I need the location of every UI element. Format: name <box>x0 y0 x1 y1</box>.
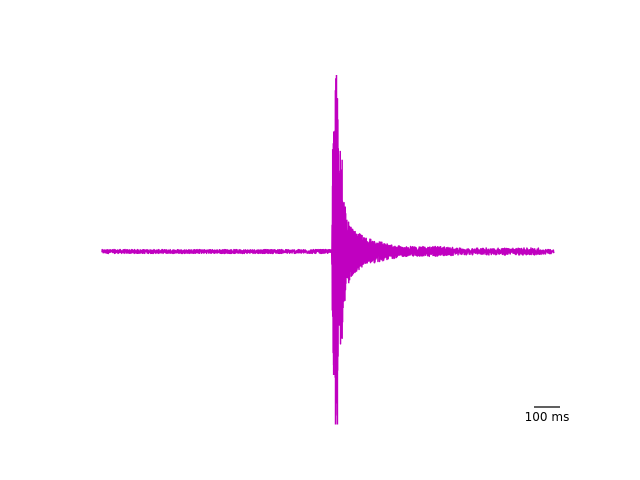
time-scalebar: 100 ms <box>525 406 570 424</box>
series-line-0 <box>101 75 555 425</box>
scalebar-label: 100 ms <box>525 410 570 424</box>
trace-layer <box>101 75 555 425</box>
